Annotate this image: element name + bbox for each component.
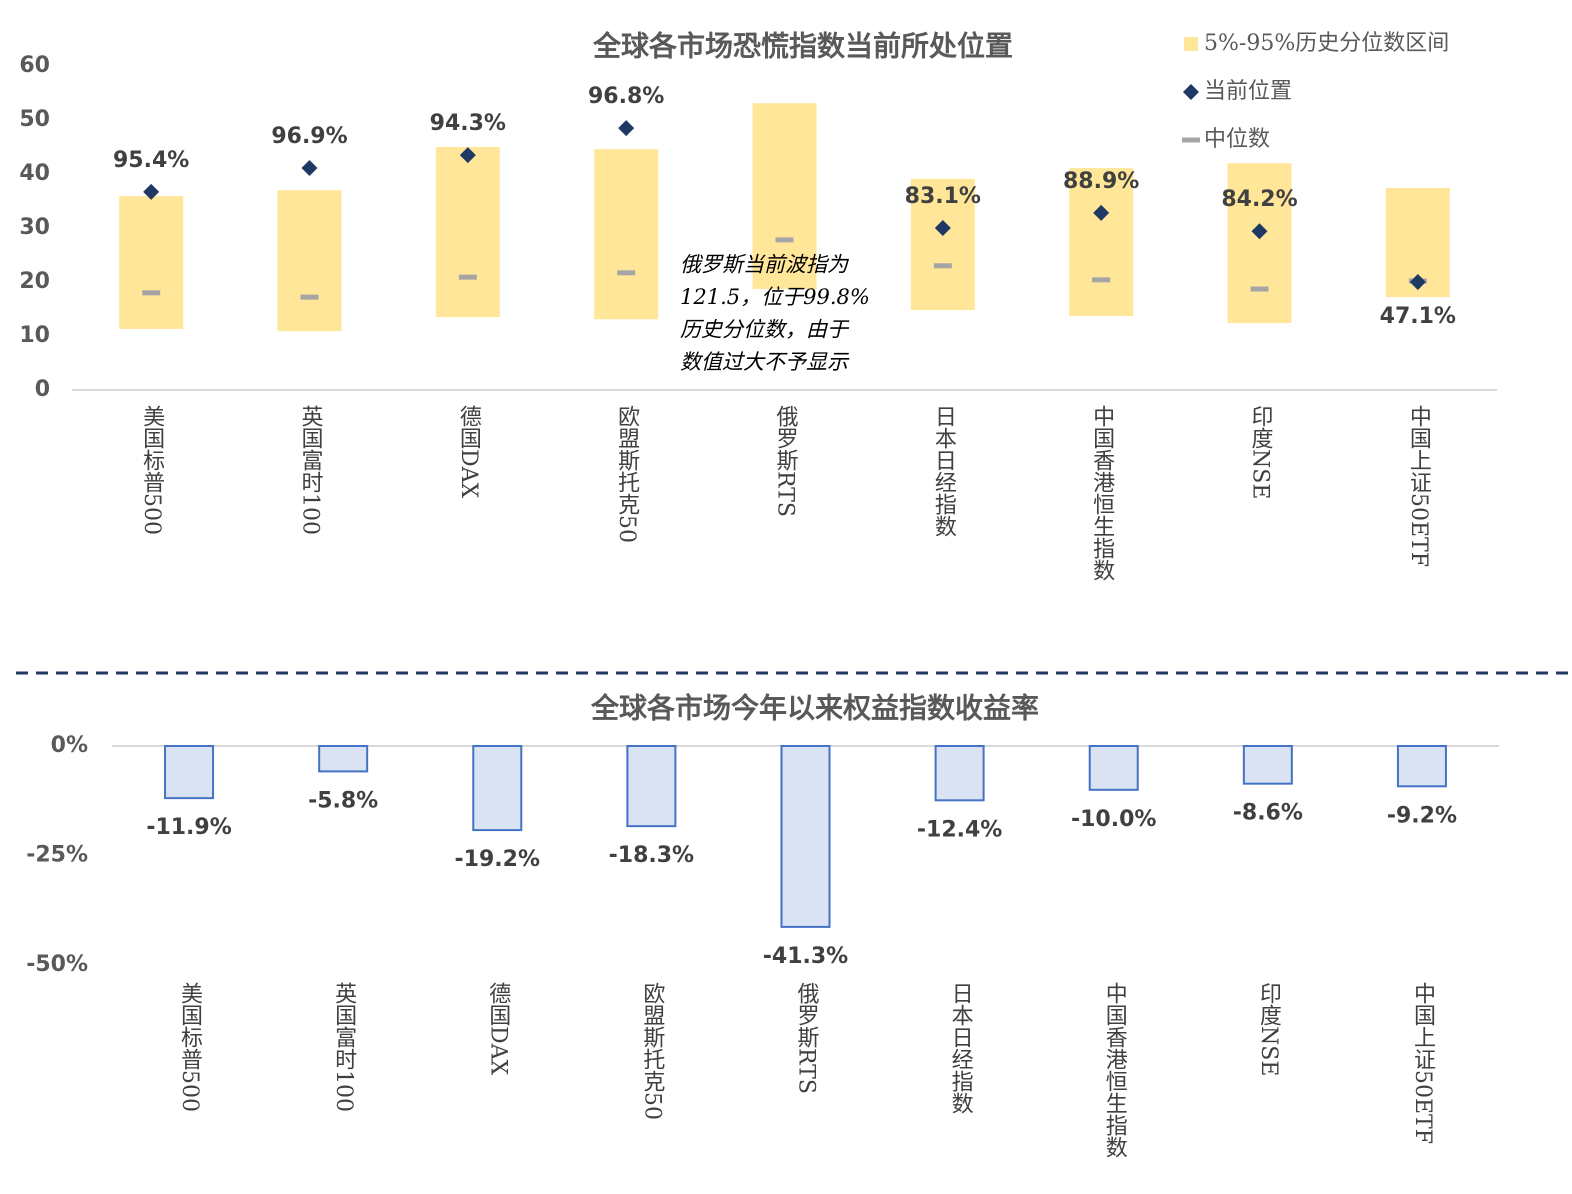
x-tick-label: 中国香港恒生指数 [1089, 405, 1115, 581]
bar [472, 745, 523, 832]
y-tick-label: 0 [35, 377, 50, 402]
legend-label: 5%-95%历史分位数区间 [1204, 31, 1449, 56]
current-marker [1251, 223, 1268, 240]
chart-title: 全球各市场恐慌指数当前所处位置 [592, 30, 1013, 63]
x-tick-label: 中国香港恒生指数 [1102, 982, 1128, 1158]
x-tick-label: 日本日经指数 [948, 982, 974, 1114]
bar [1242, 745, 1293, 785]
value-label: -19.2% [455, 847, 540, 872]
x-tick-label: 英国富时100 [331, 982, 357, 1112]
annotation: 历史分位数，由于 [680, 318, 850, 342]
current-marker [618, 120, 635, 137]
y-tick-label: 20 [19, 269, 50, 294]
value-label: -9.2% [1387, 803, 1457, 828]
bar [164, 745, 215, 800]
median-mark [1250, 286, 1269, 292]
y-tick-label: 0% [51, 733, 88, 758]
x-tick-label: 欧盟斯托克50 [639, 982, 665, 1120]
value-label: -8.6% [1233, 801, 1303, 826]
range-bar [910, 178, 975, 311]
value-label: -11.9% [146, 815, 231, 840]
current-marker [934, 220, 951, 236]
y-tick-label: 10 [19, 323, 50, 348]
x-tick-label: 英国富时100 [298, 405, 324, 535]
current-marker [1409, 274, 1426, 290]
current-marker [1093, 204, 1110, 221]
legend-swatch [1182, 137, 1200, 143]
x-tick-label: 俄罗斯RTS [773, 405, 799, 517]
median-mark [775, 237, 794, 243]
current-marker [143, 183, 160, 200]
x-tick-label: 印度NSE [1248, 405, 1274, 499]
percentile-label: 47.1% [1380, 304, 1456, 329]
bar [780, 745, 831, 928]
range-bar [435, 147, 500, 318]
x-tick-label: 德国DAX [485, 982, 511, 1076]
y-tick-label: 30 [19, 215, 50, 240]
x-tick-label: 德国DAX [456, 405, 482, 499]
value-label: -10.0% [1071, 807, 1156, 832]
legend-swatch [1184, 37, 1198, 51]
percentile-label: 84.2% [1221, 187, 1297, 212]
range-bar [594, 149, 659, 320]
median-mark [1092, 277, 1111, 283]
range-bar [119, 196, 184, 329]
annotation: 俄罗斯当前波指为 [680, 253, 850, 277]
x-tick-label: 印度NSE [1256, 982, 1282, 1076]
median-mark [933, 263, 952, 269]
value-label: -18.3% [609, 843, 694, 868]
percentile-label: 96.9% [271, 124, 347, 149]
y-tick-label: 40 [19, 161, 50, 186]
y-tick-label: 60 [19, 53, 50, 78]
range-bar [1227, 163, 1292, 324]
y-tick-label: 50 [19, 107, 50, 132]
range-bar [752, 103, 817, 290]
percentile-label: 88.9% [1063, 169, 1139, 194]
value-label: -12.4% [917, 817, 1002, 842]
legend-label: 当前位置 [1204, 79, 1292, 104]
legend-label: 中位数 [1204, 127, 1270, 152]
value-label: -41.3% [763, 944, 848, 969]
percentile-label: 96.8% [588, 84, 664, 109]
bar [934, 745, 985, 802]
current-marker [301, 160, 318, 177]
bar [1396, 745, 1447, 788]
x-tick-label: 美国标普500 [139, 405, 165, 535]
y-tick-label: -50% [26, 952, 88, 977]
annotation: 121.5，位于99.8% [680, 285, 870, 309]
range-bar [1069, 168, 1134, 317]
bar [626, 745, 677, 828]
median-mark [458, 274, 477, 280]
current-marker [459, 147, 476, 164]
bar [318, 745, 369, 773]
x-tick-label: 中国上证50ETF [1410, 982, 1435, 1144]
x-tick-label: 美国标普500 [177, 982, 203, 1112]
y-tick-label: -25% [26, 843, 88, 868]
legend-swatch [1183, 84, 1199, 100]
annotation: 数值过大不予显示 [680, 350, 850, 374]
bar [1088, 745, 1139, 791]
chart-title: 全球各市场今年以来权益指数收益率 [590, 692, 1039, 725]
median-mark [142, 290, 161, 296]
percentile-label: 83.1% [905, 184, 981, 209]
percentile-label: 94.3% [430, 111, 506, 136]
x-tick-label: 中国上证50ETF [1406, 405, 1431, 567]
x-tick-label: 俄罗斯RTS [794, 982, 820, 1094]
median-mark [617, 270, 636, 276]
value-label: -5.8% [308, 788, 378, 813]
x-tick-label: 欧盟斯托克50 [614, 405, 640, 543]
median-mark [300, 294, 319, 300]
percentile-label: 95.4% [113, 148, 189, 173]
x-tick-label: 日本日经指数 [931, 405, 957, 537]
range-bar [277, 190, 342, 332]
